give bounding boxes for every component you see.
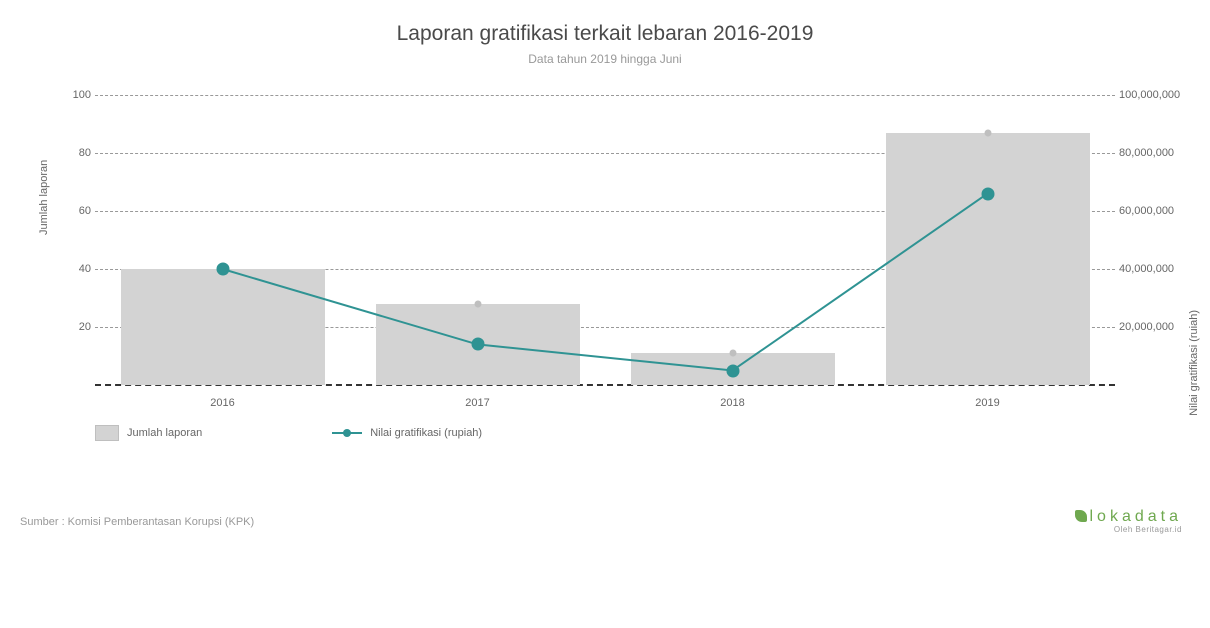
ytick-right: 60,000,000 xyxy=(1119,205,1193,217)
ytick-right: 100,000,000 xyxy=(1119,89,1193,101)
plot-area: 2020,000,0004040,000,0006060,000,0008080… xyxy=(95,95,1115,385)
line-marker xyxy=(726,364,739,377)
legend-label-bar: Jumlah laporan xyxy=(127,427,202,439)
ytick-left: 80 xyxy=(61,147,91,159)
xtick: 2019 xyxy=(975,397,999,409)
leaf-icon xyxy=(1075,510,1087,522)
legend-swatch-line xyxy=(332,432,362,434)
line-marker xyxy=(471,338,484,351)
line-marker xyxy=(981,187,994,200)
logo: lokadata Oleh Beritagar.id xyxy=(1075,508,1183,534)
legend: Jumlah laporan Nilai gratifikasi (rupiah… xyxy=(95,425,482,441)
y-axis-left-label: Jumlah laporan xyxy=(38,160,50,235)
ytick-left: 20 xyxy=(61,321,91,333)
legend-item-line: Nilai gratifikasi (rupiah) xyxy=(332,427,482,439)
ytick-right: 20,000,000 xyxy=(1119,321,1193,333)
chart-title: Laporan gratifikasi terkait lebaran 2016… xyxy=(0,0,1210,46)
line-series xyxy=(95,95,1115,385)
chart-subtitle: Data tahun 2019 hingga Juni xyxy=(0,52,1210,66)
logo-sub: Oleh Beritagar.id xyxy=(1075,525,1183,534)
legend-item-bar: Jumlah laporan xyxy=(95,425,202,441)
xtick: 2016 xyxy=(210,397,234,409)
line-marker xyxy=(216,263,229,276)
logo-main: lokadata xyxy=(1075,508,1183,526)
legend-label-line: Nilai gratifikasi (rupiah) xyxy=(370,427,482,439)
source-text: Sumber : Komisi Pemberantasan Korupsi (K… xyxy=(20,516,254,528)
ytick-right: 80,000,000 xyxy=(1119,147,1193,159)
xtick: 2018 xyxy=(720,397,744,409)
ytick-left: 40 xyxy=(61,263,91,275)
ytick-left: 60 xyxy=(61,205,91,217)
legend-swatch-bar xyxy=(95,425,119,441)
ytick-left: 100 xyxy=(61,89,91,101)
ytick-right: 40,000,000 xyxy=(1119,263,1193,275)
xtick: 2017 xyxy=(465,397,489,409)
